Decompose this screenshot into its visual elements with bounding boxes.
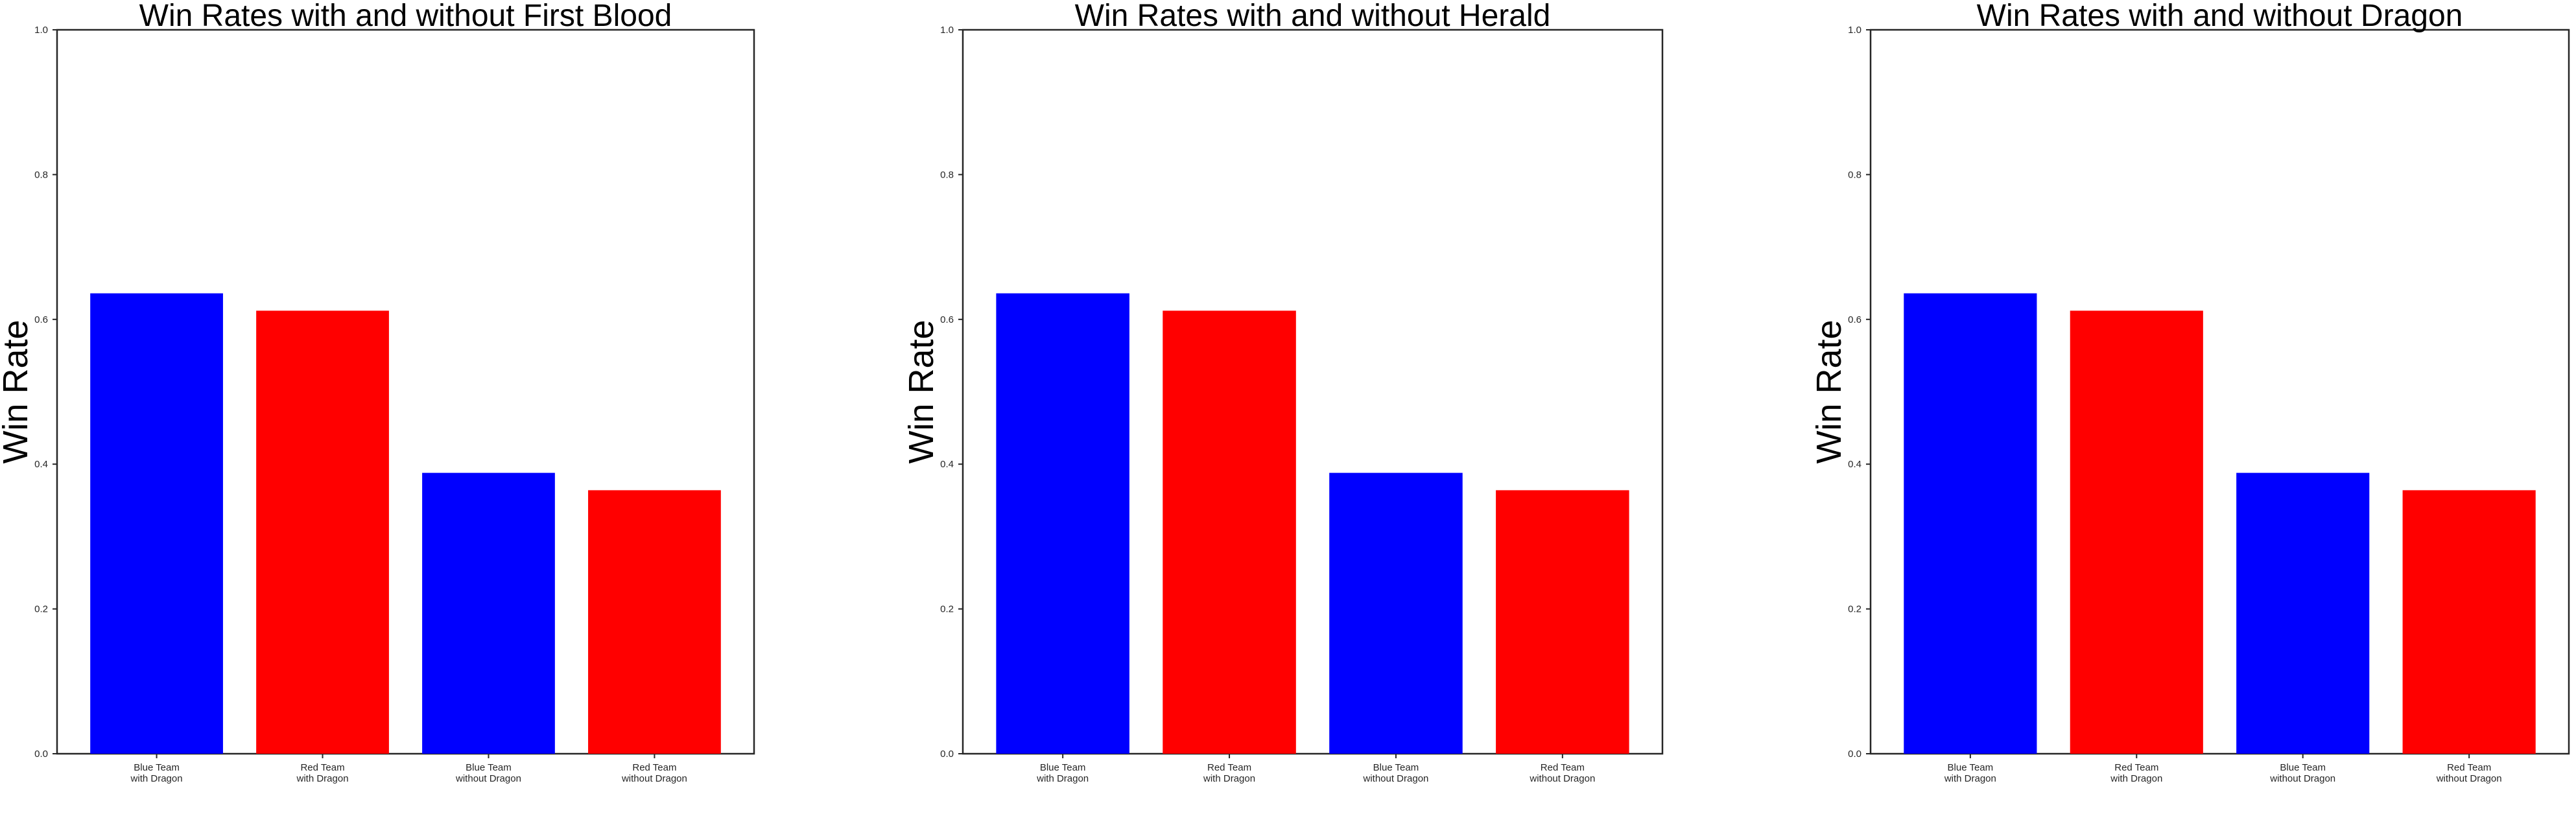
y-axis-label: Win Rate	[902, 320, 941, 463]
bar-3	[1329, 472, 1463, 754]
bar-1	[1904, 293, 2037, 754]
x-tick-label-line: with Dragon	[2110, 773, 2162, 784]
x-tick-label-line: with Dragon	[1944, 773, 1996, 784]
y-tick-label: 0.8	[940, 169, 954, 180]
x-tick-label-line: without Dragon	[621, 773, 687, 784]
y-tick-label: 0.0	[34, 749, 48, 760]
y-tick-label: 0.0	[940, 749, 954, 760]
x-tick-label-line: with Dragon	[296, 773, 349, 784]
y-tick-label: 0.6	[940, 314, 954, 325]
x-tick-label-line: Red Team	[2114, 762, 2158, 773]
y-tick-label: 0.4	[940, 459, 954, 470]
y-tick-label: 0.6	[1848, 314, 1861, 325]
bar-2	[2070, 310, 2203, 754]
x-tick-label: Red Team without Dragon	[2436, 762, 2502, 784]
x-tick-label: Red Team without Dragon	[621, 762, 687, 784]
x-tick-label-line: Red Team	[632, 762, 676, 773]
y-tick-label: 0.8	[1848, 169, 1861, 180]
y-tick-label: 0.2	[940, 604, 954, 615]
x-tick-label: Blue Team without Dragon	[1362, 762, 1428, 784]
bar-4	[2402, 490, 2536, 754]
x-tick-label-line: without Dragon	[2269, 773, 2335, 784]
bar-1	[90, 293, 223, 754]
x-tick-label-line: Blue Team	[134, 762, 180, 773]
x-tick-label: Red Team without Dragon	[1529, 762, 1595, 784]
x-tick-label-line: Red Team	[2447, 762, 2491, 773]
x-tick-label: Blue Team with Dragon	[1944, 762, 1996, 784]
y-tick-label: 0.0	[1848, 749, 1861, 760]
y-tick-label: 1.0	[34, 25, 48, 36]
bar-2	[256, 310, 389, 754]
bar-3	[422, 472, 555, 754]
chart-title: Win Rates with and without First Blood	[139, 0, 672, 33]
bar-2	[1163, 310, 1296, 754]
x-tick-label: Blue Team without Dragon	[455, 762, 521, 784]
x-tick-label-line: Red Team	[300, 762, 344, 773]
y-tick-label: 1.0	[1848, 25, 1861, 36]
x-tick-label: Red Team with Dragon	[296, 762, 349, 784]
x-tick-label-line: without Dragon	[1362, 773, 1428, 784]
x-tick-label: Blue Team with Dragon	[130, 762, 183, 784]
x-tick-label-line: Blue Team	[2280, 762, 2326, 773]
x-tick-label-line: without Dragon	[455, 773, 521, 784]
y-tick-label: 0.2	[34, 604, 48, 615]
bar-3	[2236, 472, 2370, 754]
plot-frame	[1869, 29, 2570, 755]
y-tick-label: 0.4	[1848, 459, 1861, 470]
x-tick-label-line: without Dragon	[2436, 773, 2502, 784]
x-tick-label-line: with Dragon	[130, 773, 183, 784]
x-tick-label-line: Red Team	[1207, 762, 1251, 773]
y-axis-label: Win Rate	[1810, 320, 1849, 463]
x-tick-label-line: Blue Team	[1948, 762, 1994, 773]
y-tick-label: 1.0	[940, 25, 954, 36]
bar-4	[588, 490, 721, 754]
y-tick-label: 0.2	[1848, 604, 1861, 615]
y-tick-label: 0.6	[34, 314, 48, 325]
x-tick-label: Red Team with Dragon	[1203, 762, 1255, 784]
x-tick-label-line: with Dragon	[1036, 773, 1089, 784]
chart-title: Win Rates with and without Herald	[1075, 0, 1551, 33]
x-tick-label: Red Team with Dragon	[2110, 762, 2162, 784]
x-tick-label: Blue Team without Dragon	[2269, 762, 2335, 784]
x-tick-label-line: Blue Team	[1040, 762, 1086, 773]
bar-1	[996, 293, 1129, 754]
x-tick-label-line: Blue Team	[466, 762, 512, 773]
x-tick-label: Blue Team with Dragon	[1036, 762, 1089, 784]
x-tick-label-line: Blue Team	[1373, 762, 1419, 773]
x-tick-label-line: without Dragon	[1529, 773, 1595, 784]
x-tick-label-line: with Dragon	[1203, 773, 1255, 784]
bar-4	[1496, 490, 1629, 754]
plot-frame	[56, 29, 755, 755]
plot-frame	[962, 29, 1664, 755]
x-tick-label-line: Red Team	[1541, 762, 1585, 773]
y-tick-label: 0.4	[34, 459, 48, 470]
y-axis-label: Win Rate	[0, 320, 35, 463]
chart-title: Win Rates with and without Dragon	[1977, 0, 2463, 33]
y-tick-label: 0.8	[34, 169, 48, 180]
